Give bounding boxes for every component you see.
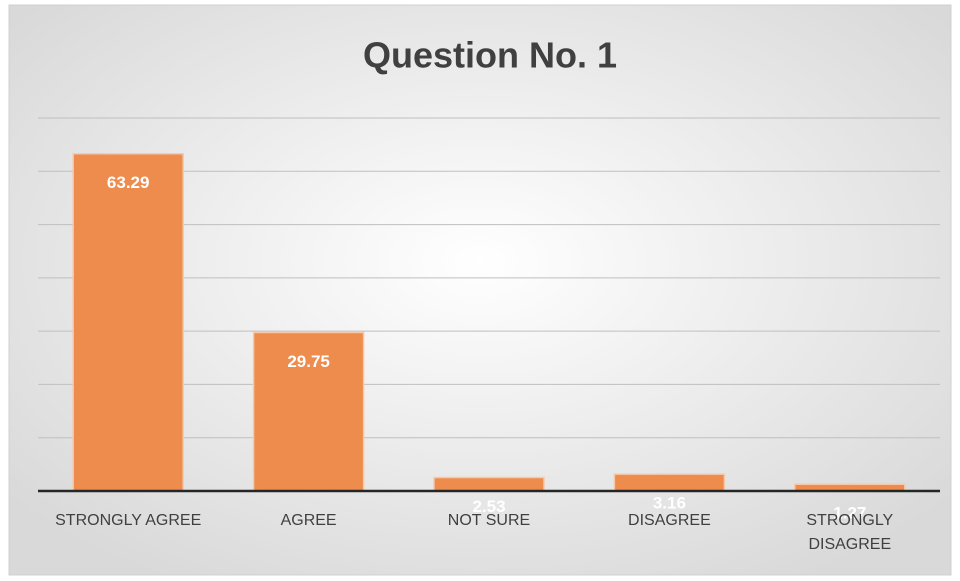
bar	[433, 476, 545, 492]
data-label: 1.27	[833, 504, 866, 523]
x-tick-label: STRONGLY DISAGREE	[806, 512, 894, 553]
bar	[72, 153, 184, 492]
x-tick-label-box: AGREE	[280, 512, 337, 529]
x-tick-label-box: DISAGREE	[628, 512, 711, 529]
x-tick-label: AGREE	[280, 512, 337, 529]
x-tick-label: NOT SURE	[447, 512, 531, 529]
x-tick-label-box: STRONGLY DISAGREE	[806, 512, 894, 553]
data-label: 3.16	[653, 494, 686, 513]
chart-title: Question No. 1	[363, 35, 617, 76]
bar	[252, 331, 365, 492]
x-tick-label-box: NOT SURE	[447, 512, 531, 529]
x-tick-label: DISAGREE	[628, 512, 711, 529]
data-label: 63.29	[107, 173, 150, 192]
bar	[613, 473, 726, 492]
x-tick-label-box: STRONGLY AGREE	[55, 512, 202, 529]
data-label: 2.53	[472, 497, 505, 516]
data-label: 29.75	[287, 352, 330, 371]
x-tick-label: STRONGLY AGREE	[55, 512, 202, 529]
